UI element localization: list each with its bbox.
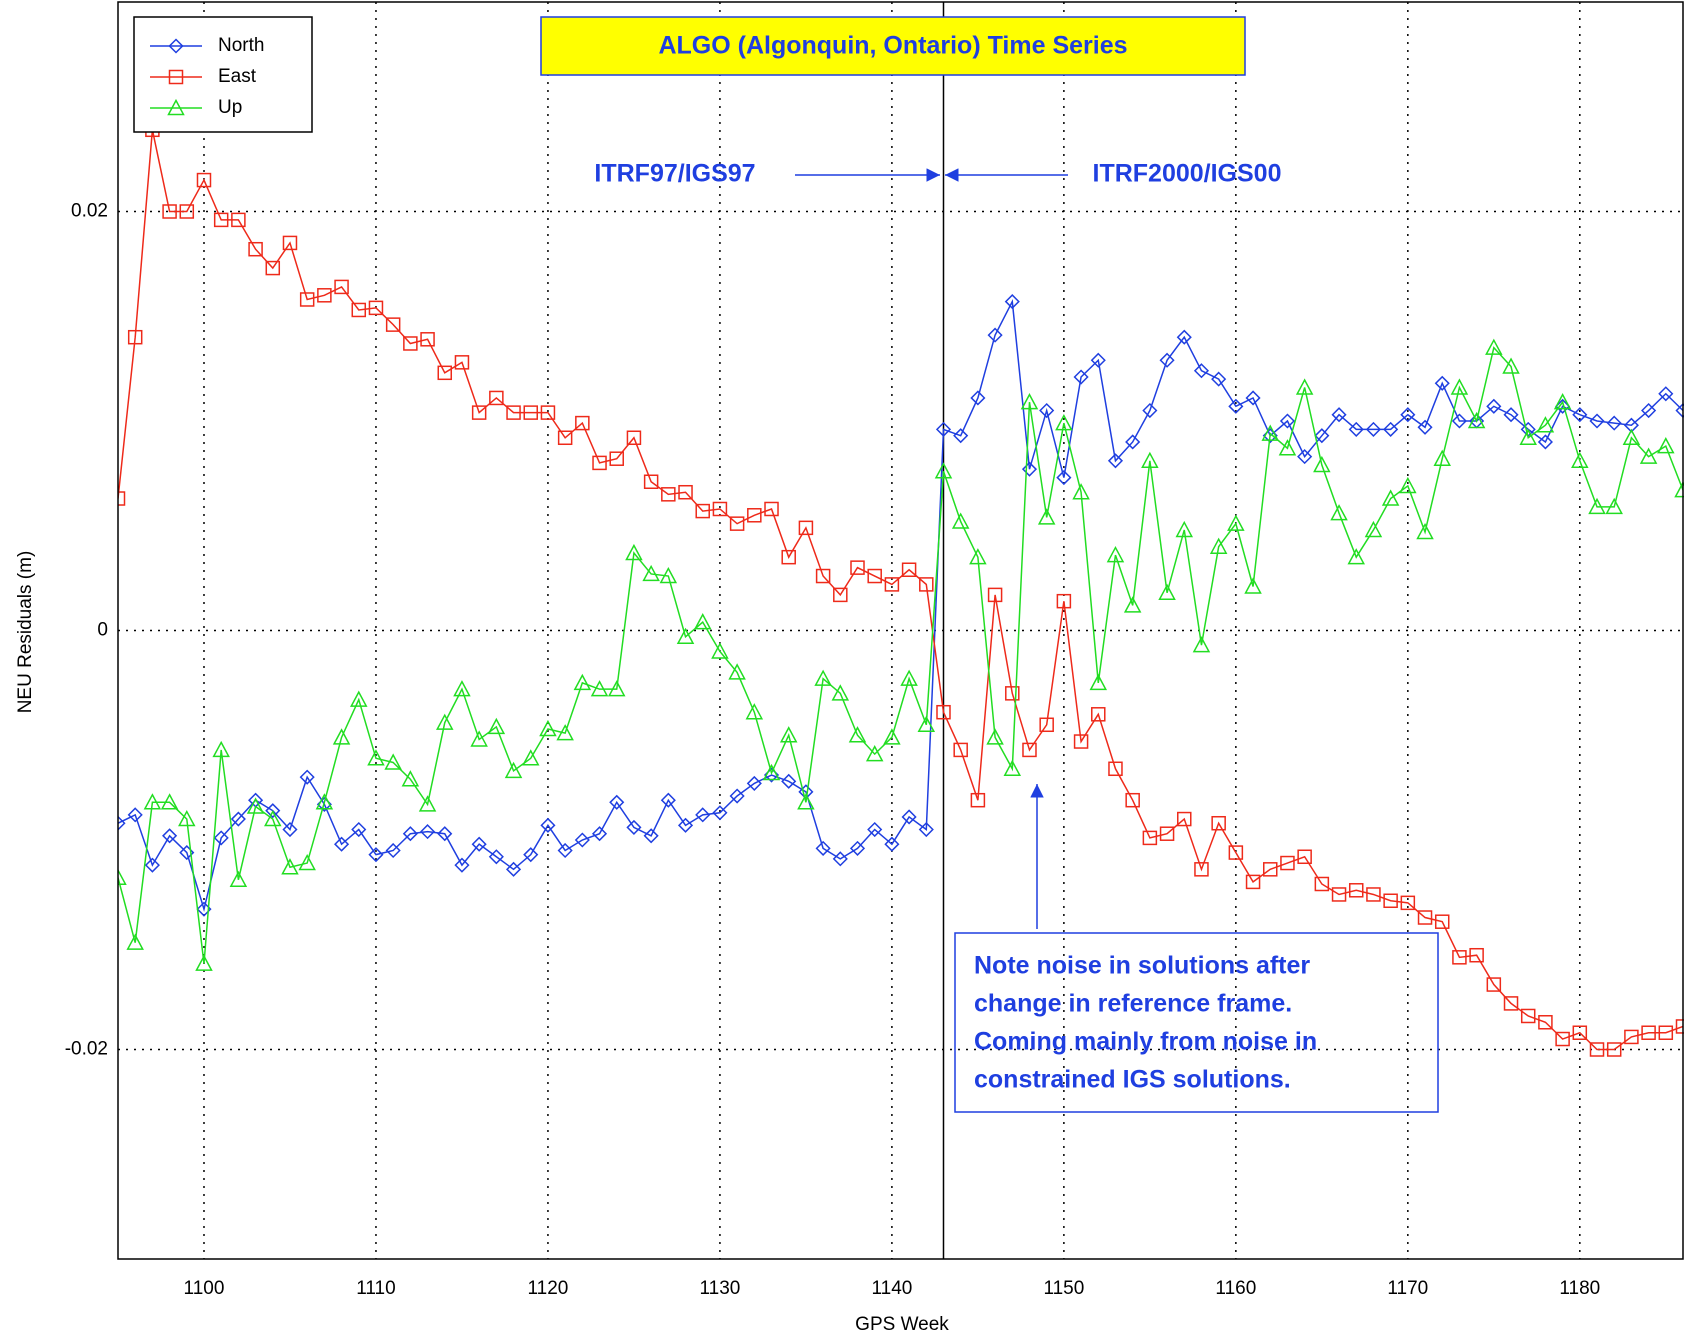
x-axis-label: GPS Week bbox=[855, 1314, 949, 1335]
x-tick-label: 1170 bbox=[1387, 1278, 1428, 1299]
x-tick-label: 1150 bbox=[1043, 1278, 1084, 1299]
legend-label: North bbox=[218, 35, 264, 56]
plot-frame bbox=[118, 2, 1683, 1259]
series-line bbox=[118, 130, 1683, 1050]
y-tick-label: 0.02 bbox=[71, 201, 108, 222]
chart-title: ALGO (Algonquin, Ontario) Time Series bbox=[658, 32, 1127, 60]
y-tick-label: 0 bbox=[97, 620, 108, 641]
frame-label-left: ITRF97/IGS97 bbox=[594, 160, 755, 188]
legend-label: Up bbox=[218, 97, 242, 118]
x-tick-label: 1160 bbox=[1215, 1278, 1256, 1299]
note-line: Coming mainly from noise in bbox=[974, 1028, 1317, 1056]
note-line: constrained IGS solutions. bbox=[974, 1066, 1291, 1094]
x-tick-label: 1140 bbox=[871, 1278, 912, 1299]
x-tick-label: 1180 bbox=[1559, 1278, 1600, 1299]
series-line bbox=[118, 348, 1683, 964]
x-tick-label: 1120 bbox=[528, 1278, 569, 1299]
series-line bbox=[118, 302, 1683, 910]
marker bbox=[1297, 380, 1312, 394]
note-line: change in reference frame. bbox=[974, 990, 1292, 1018]
plot-area bbox=[111, 2, 1685, 1259]
note-line: Note noise in solutions after bbox=[974, 952, 1310, 980]
frame-label-right: ITRF2000/IGS00 bbox=[1093, 160, 1282, 188]
legend-label: East bbox=[218, 66, 257, 87]
legend: North East Up bbox=[134, 17, 312, 132]
x-tick-label: 1130 bbox=[699, 1278, 740, 1299]
x-tick-label: 1110 bbox=[356, 1278, 395, 1299]
note: Note noise in solutions after change in r… bbox=[974, 952, 1317, 1094]
grid bbox=[118, 2, 1683, 1259]
y-axis-label: NEU Residuals (m) bbox=[15, 551, 36, 714]
x-tick-label: 1100 bbox=[184, 1278, 225, 1299]
y-tick-label: -0.02 bbox=[65, 1039, 108, 1060]
